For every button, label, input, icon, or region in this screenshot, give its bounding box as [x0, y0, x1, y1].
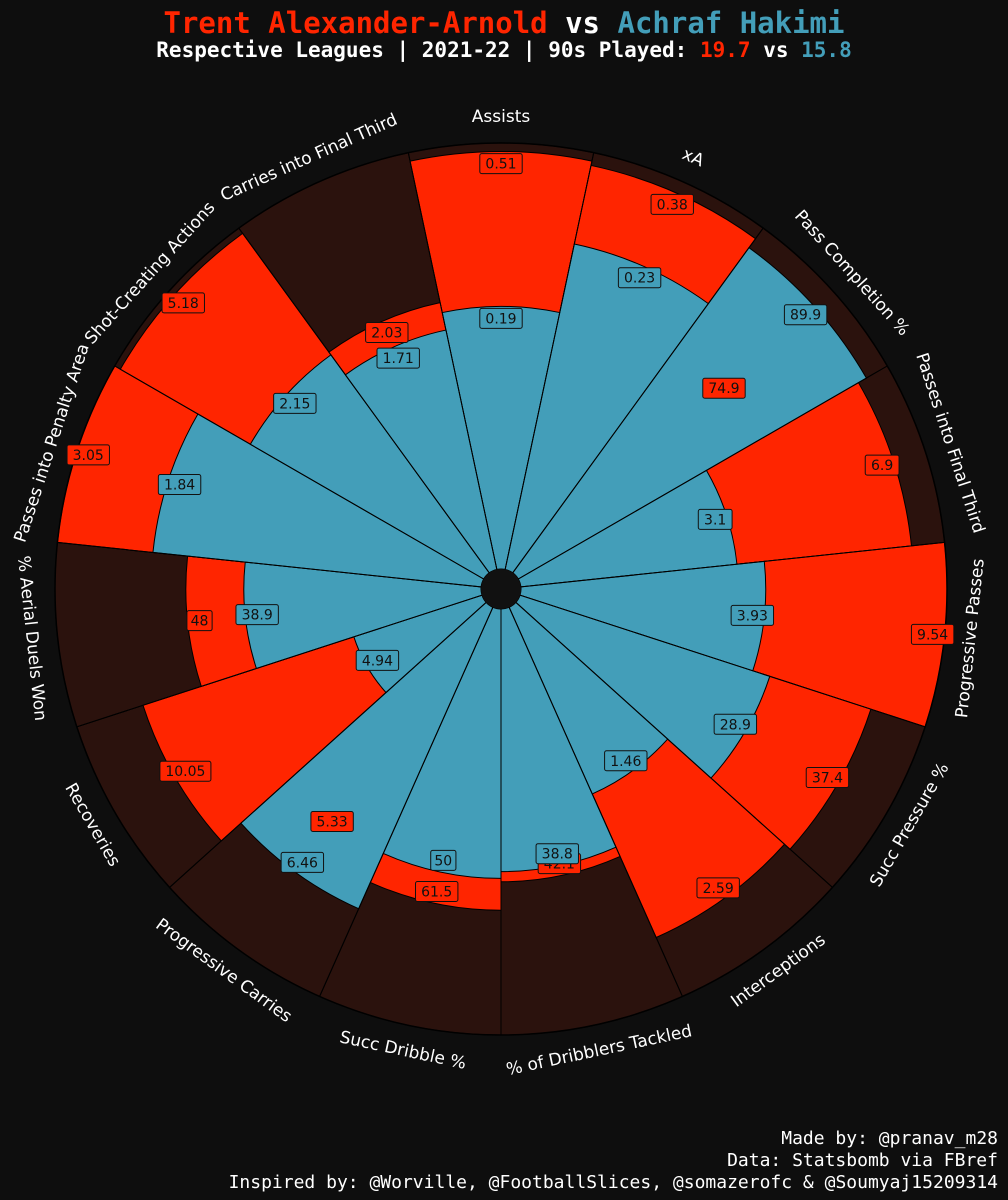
svg-text:89.9: 89.9: [790, 308, 821, 324]
svg-text:3.93: 3.93: [737, 608, 768, 624]
player1-value-progressive-carries: 5.33: [310, 810, 354, 832]
player1-value-xa: 0.38: [650, 193, 694, 215]
svg-text:5.33: 5.33: [317, 814, 348, 830]
svg-text:3.05: 3.05: [73, 448, 104, 464]
data-source: Data: Statsbomb via FBref: [727, 1150, 998, 1171]
svg-text:6.46: 6.46: [287, 855, 318, 871]
svg-text:2.59: 2.59: [703, 881, 734, 897]
divider-line: [114, 365, 502, 590]
player1-value-passes-into-final-third: 6.9: [864, 454, 900, 476]
svg-text:2.03: 2.03: [371, 326, 402, 342]
center-dot: [481, 569, 521, 609]
player2-value-interceptions: 1.46: [604, 750, 648, 772]
svg-text:28.9: 28.9: [720, 717, 751, 733]
outer-ring: [54, 142, 948, 1036]
divider-line: [238, 227, 502, 590]
divider-line: [169, 588, 502, 888]
svg-text:50: 50: [434, 853, 452, 869]
player1-value-progressive-passes: 9.54: [910, 623, 955, 645]
svg-text:9.54: 9.54: [917, 627, 948, 643]
player1-value-shot-creating-actions: 5.18: [161, 292, 205, 314]
player2-value-of-dribblers-tackled: 38.8: [535, 843, 579, 865]
divider-line: [407, 152, 502, 590]
divider-line: [500, 588, 683, 997]
player1-value-assists: 0.51: [479, 153, 523, 175]
svg-text:0.19: 0.19: [485, 311, 516, 327]
player2-value-carries-into-final-third: 1.71: [376, 347, 420, 369]
svg-text:37.4: 37.4: [812, 770, 843, 786]
player2-value-xa: 0.23: [617, 267, 662, 289]
divider-line: [500, 227, 764, 590]
player1-value-succ-pressure: 37.4: [805, 766, 850, 788]
player2-value-aerial-duels-won: 38.9: [235, 604, 279, 626]
player2-value-progressive-carries: 6.46: [280, 851, 325, 873]
player2-value-progressive-passes: 3.93: [730, 604, 775, 626]
inspired-by-credit: Inspired by: @Worville, @FootballSlices,…: [228, 1172, 998, 1193]
chart-title: Trent Alexander-Arnold vs Achraf Hakimi: [0, 6, 1008, 40]
svg-text:74.9: 74.9: [708, 381, 739, 397]
category-label-aerial-duels-won: % Aerial Duels Won: [13, 555, 50, 722]
player1-value-carries-into-final-third: 2.03: [365, 322, 409, 344]
chart-subtitle: Respective Leagues | 2021-22 | 90s Playe…: [0, 38, 1008, 62]
svg-text:61.5: 61.5: [421, 884, 452, 900]
player2-value-recoveries: 4.94: [355, 649, 400, 671]
svg-text:48: 48: [191, 614, 209, 630]
player2-90s: 15.8: [801, 38, 852, 62]
slice-dividers: [57, 152, 945, 1035]
player2-value-passes-into-final-third: 3.1: [697, 508, 733, 530]
player2-slices: [152, 243, 868, 910]
svg-text:0.38: 0.38: [657, 197, 688, 213]
svg-text:2.15: 2.15: [279, 396, 310, 412]
category-label-succ-dribble: Succ Dribble %: [338, 1028, 468, 1074]
svg-text:38.8: 38.8: [542, 847, 573, 863]
player1-90s: 19.7: [699, 38, 751, 62]
svg-text:0.23: 0.23: [624, 271, 655, 287]
divider-line: [319, 588, 502, 997]
svg-text:6.9: 6.9: [871, 458, 893, 474]
svg-text:4.94: 4.94: [362, 653, 393, 669]
divider-line: [500, 588, 926, 728]
player1-value-pass-completion: 74.9: [702, 377, 746, 399]
subtitle-vs: vs: [763, 38, 789, 62]
category-label-assists: Assists: [472, 107, 531, 127]
divider-line: [57, 541, 502, 590]
svg-text:1.46: 1.46: [610, 754, 641, 770]
value-labels: 0.51 0.19 0.38 0.23 74.9 89.9 6.9 3.1 9.54 3.93 37…: [66, 153, 955, 902]
player1-name: Trent Alexander-Arnold: [163, 6, 548, 40]
divider-line: [76, 588, 502, 728]
player2-value-pass-completion: 89.9: [783, 304, 828, 326]
svg-text:38.9: 38.9: [242, 608, 273, 624]
player1-value-interceptions: 2.59: [696, 877, 740, 899]
player2-value-succ-dribble: 50: [430, 849, 457, 871]
player2-value-succ-pressure: 28.9: [713, 713, 758, 735]
player1-value-aerial-duels-won: 48: [186, 610, 213, 632]
divider-line: [500, 365, 888, 590]
divider-line: [500, 152, 595, 590]
player2-value-passes-into-penalty-area: 1.84: [157, 474, 202, 496]
svg-text:10.05: 10.05: [165, 764, 205, 780]
category-label-progressive-passes: Progressive Passes: [952, 558, 989, 719]
svg-text:3.1: 3.1: [704, 512, 726, 528]
player1-value-recoveries: 10.05: [159, 760, 212, 782]
divider-line: [500, 541, 945, 590]
svg-text:1.71: 1.71: [383, 351, 414, 367]
title-vs: vs: [565, 6, 601, 40]
category-label-xa: xA: [679, 144, 707, 171]
made-by-credit: Made by: @pranav_m28: [781, 1128, 998, 1149]
player2-value-shot-creating-actions: 2.15: [273, 392, 317, 414]
subtitle-prefix: Respective Leagues | 2021-22 | 90s Playe…: [156, 38, 688, 62]
player2-value-assists: 0.19: [479, 307, 523, 329]
svg-text:0.51: 0.51: [485, 157, 516, 173]
divider-line: [500, 588, 833, 888]
player2-name: Achraf Hakimi: [617, 6, 845, 40]
player1-value-passes-into-penalty-area: 3.05: [66, 444, 110, 466]
player1-value-succ-dribble: 61.5: [415, 880, 459, 902]
svg-text:5.18: 5.18: [168, 296, 199, 312]
svg-text:1.84: 1.84: [164, 478, 195, 494]
